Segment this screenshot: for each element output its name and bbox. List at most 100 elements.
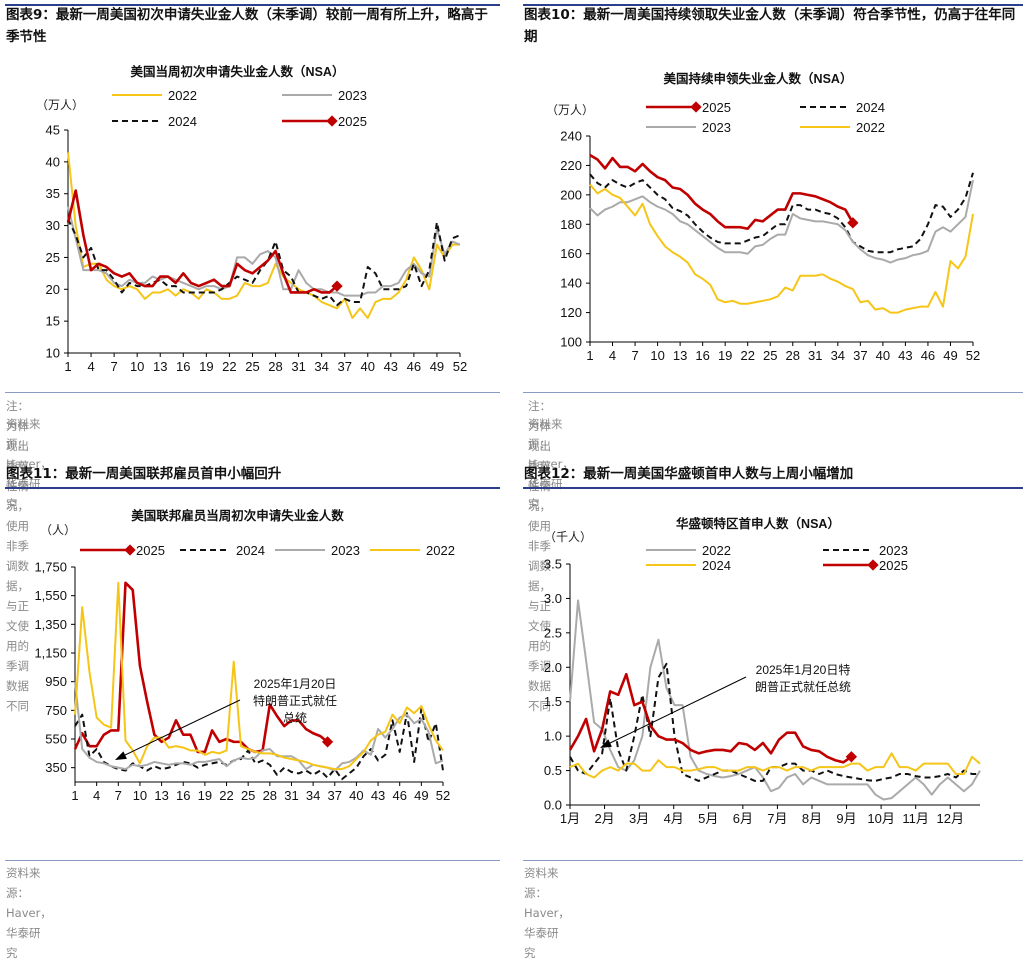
x-tick-label: 10月 <box>867 811 894 826</box>
footer-rule <box>5 860 500 861</box>
x-tick-label: 13 <box>153 359 167 374</box>
legend-label-2024: 2024 <box>168 114 197 129</box>
y-tick-label: 20 <box>46 282 60 297</box>
series-end-marker-2025 <box>847 217 859 229</box>
chart-title: 美国联邦雇员当周初次申请失业金人数 <box>131 508 344 523</box>
x-tick-label: 37 <box>853 348 867 363</box>
annotation-line: 特朗普正式就任 <box>253 693 337 708</box>
x-tick-label: 37 <box>337 359 351 374</box>
annotation-inauguration: 2025年1月20日特朗普正式就任总统 <box>115 677 337 760</box>
legend-label-2025: 2025 <box>702 100 731 115</box>
x-tick-label: 52 <box>453 359 467 374</box>
panel-title: 图表12：最新一周美国华盛顿首申人数与上周小幅增加 <box>524 466 854 482</box>
y-tick-label: 950 <box>45 674 67 689</box>
y-tick-label: 350 <box>45 760 67 775</box>
series-line-2022 <box>74 581 444 771</box>
x-tick-label: 37 <box>328 788 342 803</box>
x-tick-label: 46 <box>921 348 935 363</box>
x-tick-label: 49 <box>943 348 957 363</box>
x-tick-label: 19 <box>198 788 212 803</box>
x-tick-label: 3月 <box>629 811 649 826</box>
annotation-arrow-line <box>607 676 747 745</box>
y-axis-unit: （万人） <box>546 103 594 117</box>
y-tick-label: 2.5 <box>544 625 562 640</box>
footer-rule <box>523 860 1023 861</box>
series-line-2024 <box>74 707 444 781</box>
legend-marker-2025 <box>326 115 338 127</box>
x-tick-label: 4 <box>93 788 100 803</box>
y-tick-label: 3.5 <box>544 557 562 572</box>
series-line-2024 <box>589 172 974 254</box>
y-tick-label: 220 <box>560 158 582 173</box>
x-tick-label: 19 <box>199 359 213 374</box>
x-tick-label: 7 <box>631 348 638 363</box>
legend-label-2025: 2025 <box>338 114 367 129</box>
series-line-2023 <box>589 179 974 264</box>
legend-label-2022: 2022 <box>702 543 731 558</box>
x-tick-label: 1 <box>71 788 78 803</box>
y-tick-label: 240 <box>560 129 582 144</box>
x-tick-label: 46 <box>392 788 406 803</box>
x-tick-label: 49 <box>430 359 444 374</box>
y-tick-label: 3.0 <box>544 591 562 606</box>
x-tick-label: 4 <box>609 348 616 363</box>
y-tick-label: 10 <box>46 346 60 361</box>
panel-title: 图表11：最新一周美国联邦雇员首申小幅回升 <box>6 466 282 482</box>
legend-label-2023: 2023 <box>702 120 731 135</box>
x-tick-label: 10 <box>130 359 144 374</box>
source-note: 资料来源：Haver，华泰研究 <box>6 866 52 960</box>
x-tick-label: 40 <box>349 788 363 803</box>
x-tick-label: 10 <box>650 348 664 363</box>
series-line-2023 <box>67 206 461 297</box>
series-line-2022 <box>67 152 460 319</box>
x-tick-label: 19 <box>718 348 732 363</box>
y-tick-label: 550 <box>45 732 67 747</box>
legend-label-2024: 2024 <box>236 543 265 558</box>
title-rule <box>523 4 1023 6</box>
chart-dc-claims: 华盛顿特区首申人数（NSA） （千人） 0.0 0.5 1.0 1.5 2.0 2.5 3.0 3… <box>544 516 981 826</box>
legend-marker-2025 <box>690 101 702 113</box>
x-tick-label: 43 <box>898 348 912 363</box>
y-tick-label: 100 <box>560 335 582 350</box>
y-tick-label: 160 <box>560 246 582 261</box>
x-tick-label: 7 <box>115 788 122 803</box>
legend-label-2025: 2025 <box>136 543 165 558</box>
annotation-text: 2025年1月20日特朗普正式就任总统 <box>253 677 337 725</box>
x-tick-label: 22 <box>219 788 233 803</box>
source-note: 资料来源：Haver，华泰研究 <box>6 417 52 511</box>
legend-label-2023: 2023 <box>338 88 367 103</box>
x-tick-label: 13 <box>154 788 168 803</box>
y-axis-unit: （万人） <box>36 98 84 112</box>
series-end-marker-2025 <box>321 736 334 748</box>
legend-label-2024: 2024 <box>702 558 731 573</box>
x-tick-label: 25 <box>241 788 255 803</box>
series-end-marker-2025 <box>331 280 343 292</box>
x-tick-label: 31 <box>284 788 298 803</box>
legend-label-2022: 2022 <box>426 543 455 558</box>
x-tick-label: 40 <box>361 359 375 374</box>
footer-rule <box>523 392 1023 393</box>
x-tick-label: 1月 <box>560 811 580 826</box>
x-tick-label: 25 <box>763 348 777 363</box>
y-tick-label: 1.0 <box>544 729 562 744</box>
x-tick-label: 16 <box>176 788 190 803</box>
y-tick-label: 1,550 <box>34 588 67 603</box>
x-tick-label: 7月 <box>767 811 787 826</box>
x-tick-label: 31 <box>808 348 822 363</box>
x-tick-label: 46 <box>407 359 421 374</box>
footer-rule <box>5 392 500 393</box>
y-tick-label: 25 <box>46 250 60 265</box>
source-note: 资料来源：Haver，华泰研究 <box>524 866 570 960</box>
y-tick-label: 35 <box>46 186 60 201</box>
y-tick-label: 45 <box>46 123 60 138</box>
series-line-2025 <box>568 672 853 764</box>
y-tick-label: 40 <box>46 154 60 169</box>
x-tick-label: 4月 <box>664 811 684 826</box>
series-line-2022 <box>569 599 981 801</box>
series-line-2025 <box>589 154 854 230</box>
x-tick-label: 13 <box>673 348 687 363</box>
x-tick-label: 7 <box>111 359 118 374</box>
legend-marker-2025 <box>124 544 136 556</box>
chart-title: 美国持续申领失业金人数（NSA） <box>664 71 853 86</box>
y-tick-label: 0.5 <box>544 763 562 778</box>
